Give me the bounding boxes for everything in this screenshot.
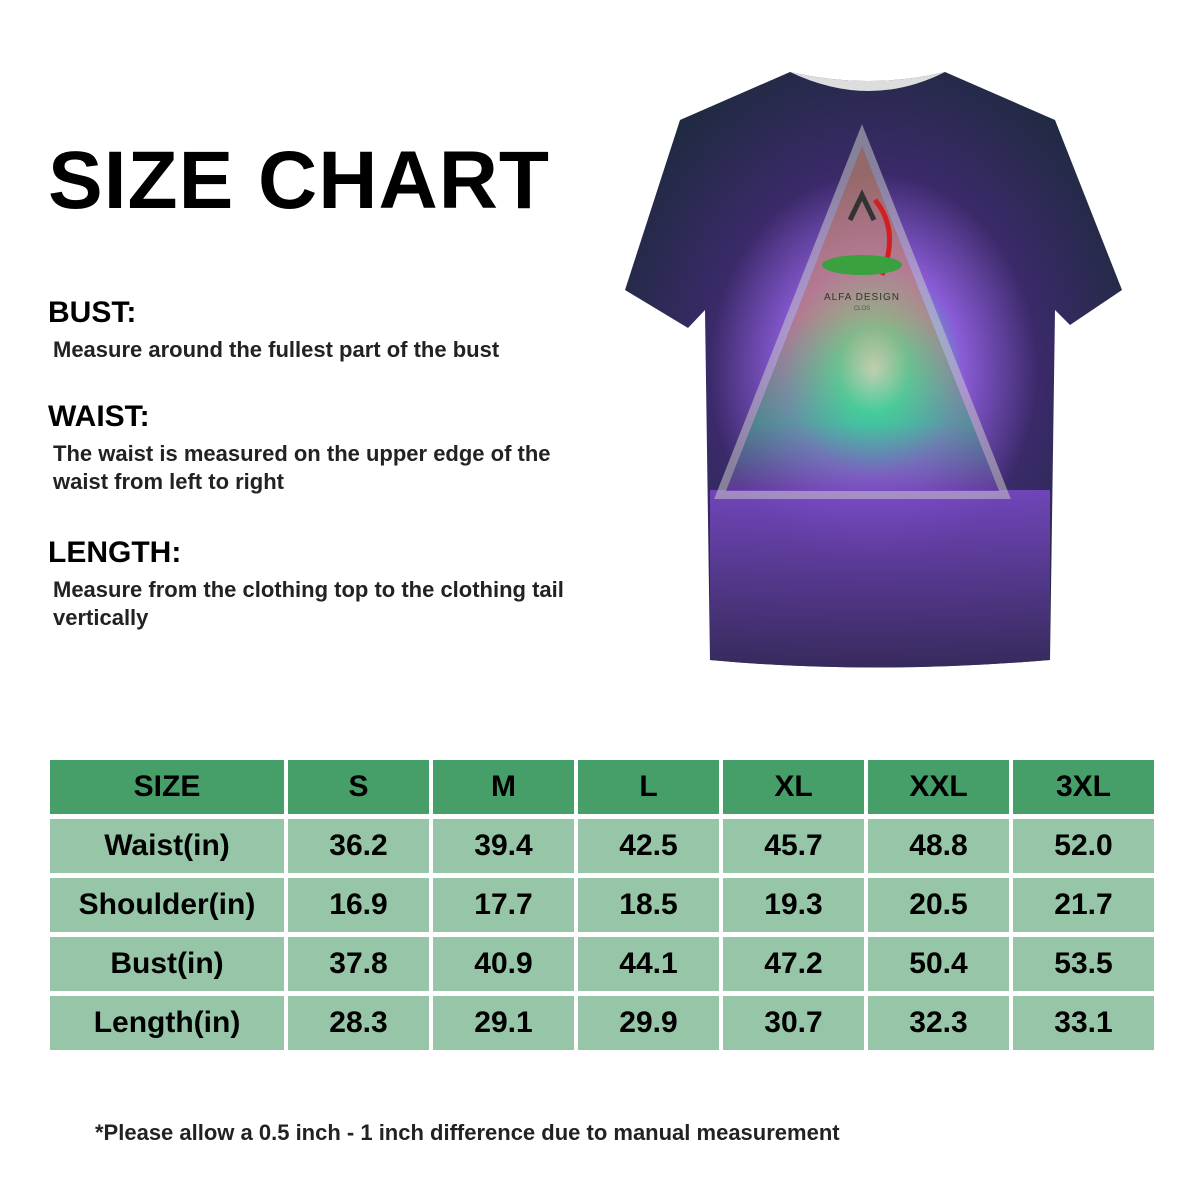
row-label: Waist(in) <box>50 819 284 873</box>
row-label: Length(in) <box>50 996 284 1050</box>
table-cell: 17.7 <box>433 878 574 932</box>
table-cell: 47.2 <box>723 937 864 991</box>
row-label: Bust(in) <box>50 937 284 991</box>
table-cell: 53.5 <box>1013 937 1154 991</box>
table-cell: 21.7 <box>1013 878 1154 932</box>
svg-text:ALFA DESIGN: ALFA DESIGN <box>824 292 900 303</box>
table-cell: 50.4 <box>868 937 1009 991</box>
table-cell: 48.8 <box>868 819 1009 873</box>
table-cell: 44.1 <box>578 937 719 991</box>
tshirt-product-image: ALFA DESIGN CLOS <box>625 72 1122 668</box>
header-cell: M <box>433 760 574 814</box>
table-cell: 39.4 <box>433 819 574 873</box>
length-section: LENGTH: Measure from the clothing top to… <box>48 538 593 632</box>
header-cell: S <box>288 760 429 814</box>
table-cell: 42.5 <box>578 819 719 873</box>
table-cell: 33.1 <box>1013 996 1154 1050</box>
length-description: Measure from the clothing top to the clo… <box>53 577 564 630</box>
svg-text:CLOS: CLOS <box>854 306 870 312</box>
bust-description: Measure around the fullest part of the b… <box>53 337 500 362</box>
header-cell: XL <box>723 760 864 814</box>
table-row: Waist(in) 36.2 39.4 42.5 45.7 48.8 52.0 <box>50 819 1154 873</box>
measurement-note: *Please allow a 0.5 inch - 1 inch differ… <box>95 1120 840 1145</box>
table-cell: 32.3 <box>868 996 1009 1050</box>
table-cell: 20.5 <box>868 878 1009 932</box>
table-cell: 29.1 <box>433 996 574 1050</box>
table-cell: 40.9 <box>433 937 574 991</box>
header-cell: L <box>578 760 719 814</box>
bust-heading: BUST: <box>48 296 137 329</box>
table-row: Shoulder(in) 16.9 17.7 18.5 19.3 20.5 21… <box>50 878 1154 932</box>
bust-section: BUST: Measure around the fullest part of… <box>48 298 593 364</box>
table-cell: 28.3 <box>288 996 429 1050</box>
length-heading: LENGTH: <box>48 536 182 569</box>
header-cell: 3XL <box>1013 760 1154 814</box>
table-cell: 52.0 <box>1013 819 1154 873</box>
header-cell: XXL <box>868 760 1009 814</box>
table-cell: 37.8 <box>288 937 429 991</box>
table-row: Bust(in) 37.8 40.9 44.1 47.2 50.4 53.5 <box>50 937 1154 991</box>
header-cell: SIZE <box>50 760 284 814</box>
table-cell: 29.9 <box>578 996 719 1050</box>
table-row: Length(in) 28.3 29.1 29.9 30.7 32.3 33.1 <box>50 996 1154 1050</box>
table-cell: 45.7 <box>723 819 864 873</box>
table-cell: 18.5 <box>578 878 719 932</box>
table-cell: 30.7 <box>723 996 864 1050</box>
size-table: SIZE S M L XL XXL 3XL Waist(in) 36.2 39.… <box>46 755 1158 1055</box>
page-title: SIZE CHART <box>48 135 550 226</box>
table-cell: 16.9 <box>288 878 429 932</box>
table-header-row: SIZE S M L XL XXL 3XL <box>50 760 1154 814</box>
row-label: Shoulder(in) <box>50 878 284 932</box>
table-cell: 36.2 <box>288 819 429 873</box>
waist-section: WAIST: The waist is measured on the uppe… <box>48 402 593 496</box>
waist-heading: WAIST: <box>48 400 150 433</box>
waist-description: The waist is measured on the upper edge … <box>53 441 551 494</box>
table-cell: 19.3 <box>723 878 864 932</box>
brand-logo: ALFA DESIGN CLOS <box>822 189 902 312</box>
